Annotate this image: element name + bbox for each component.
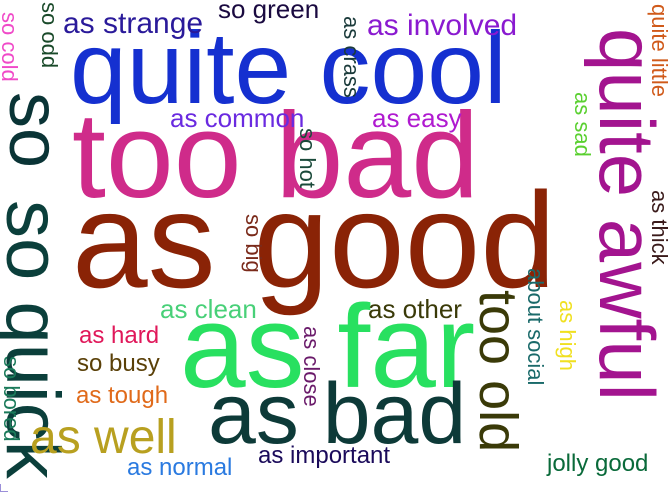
word-as-easy: as easy <box>372 103 462 133</box>
word-as-common: as common <box>170 103 305 133</box>
word-as-normal: as normal <box>127 454 233 481</box>
word-as-sad: as sad <box>570 92 595 157</box>
word-so-green: so green <box>218 0 320 24</box>
word-so-busy: so busy <box>77 350 160 377</box>
word-so-bored: so bored <box>0 356 24 442</box>
word-so-cold: so cold <box>0 12 22 82</box>
word-as-crass: as crass <box>339 16 364 98</box>
word-as-clean: as clean <box>160 294 257 324</box>
word-about-social: about social <box>523 268 548 386</box>
word-as-well: as well <box>30 411 177 464</box>
corner-mark <box>0 484 8 492</box>
word-as-tough: as tough <box>76 382 169 409</box>
word-as-far: as far <box>180 281 476 413</box>
word-as-other: as other <box>368 294 462 324</box>
word-so: so <box>0 92 74 169</box>
word-as-close: as close <box>299 326 324 407</box>
word-as-thick: as thick <box>647 190 672 265</box>
word-too-old: too old <box>468 290 528 453</box>
word-so-odd: so odd <box>37 2 62 69</box>
word-so-big: so big <box>241 214 266 273</box>
word-too-bad: too bad <box>72 87 480 223</box>
word-as-high: as high <box>555 300 580 371</box>
word-as-good: as good <box>72 164 556 316</box>
word-as-bad: as bad <box>208 366 467 462</box>
word-so-hot: so hot <box>295 128 320 188</box>
word-as-important: as important <box>258 442 391 469</box>
word-as-involved: as involved <box>367 9 518 42</box>
word-quite-little: quite little <box>647 4 672 97</box>
word-quite-cool: quite cool <box>70 11 507 125</box>
word-as-hard: as hard <box>79 322 160 349</box>
word-as-strange: as strange <box>63 7 204 40</box>
word-jolly-good: jolly good <box>547 450 649 477</box>
